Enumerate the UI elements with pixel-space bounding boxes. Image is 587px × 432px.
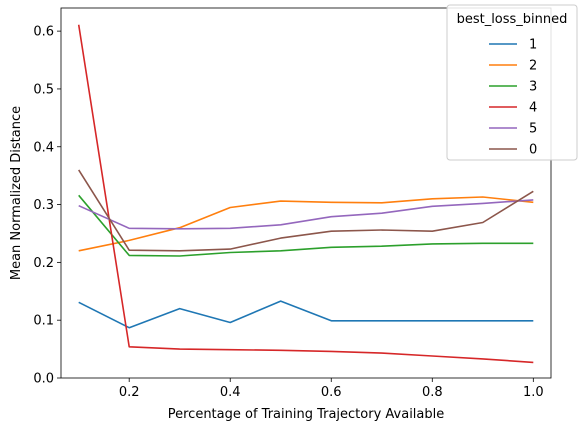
legend-title: best_loss_binned	[457, 12, 568, 27]
legend-label-0: 0	[529, 143, 537, 158]
y-tick-label: 0.1	[33, 314, 54, 329]
y-tick-label: 0.4	[33, 140, 54, 155]
legend-label-2: 2	[529, 59, 537, 74]
y-tick-label: 0.3	[33, 198, 54, 213]
x-tick-label: 0.4	[220, 385, 241, 400]
series-line-3	[78, 194, 534, 257]
series-line-1	[78, 300, 534, 329]
y-tick-label: 0.6	[33, 25, 54, 40]
y-tick-label: 0.5	[33, 82, 54, 97]
y-tick-label: 0.0	[33, 372, 54, 387]
y-tick-label: 0.2	[33, 256, 54, 271]
legend-label-5: 5	[529, 122, 537, 137]
series-line-2	[78, 196, 534, 252]
series-line-5	[78, 199, 534, 230]
legend: best_loss_binned 1 2 3 4 5 0	[446, 4, 578, 161]
x-tick-label: 1.0	[523, 385, 544, 400]
axis-ticks: 0.2 0.4 0.6 0.8 1.0 0.0 0.1 0.2 0.3 0.4 0.5 0.6	[33, 25, 543, 400]
x-tick-label: 0.2	[119, 385, 140, 400]
series-lines	[77, 24, 534, 364]
legend-label-3: 3	[529, 80, 537, 95]
series-line-4	[77, 24, 534, 364]
legend-label-4: 4	[529, 101, 537, 116]
x-axis-label: Percentage of Training Trajectory Availa…	[168, 407, 445, 422]
x-tick-label: 0.6	[321, 385, 342, 400]
series-line-0	[78, 169, 534, 252]
legend-label-1: 1	[529, 38, 537, 53]
y-axis-label: Mean Normalized Distance	[9, 106, 24, 280]
x-tick-label: 0.8	[422, 385, 443, 400]
legend-box	[446, 4, 578, 161]
